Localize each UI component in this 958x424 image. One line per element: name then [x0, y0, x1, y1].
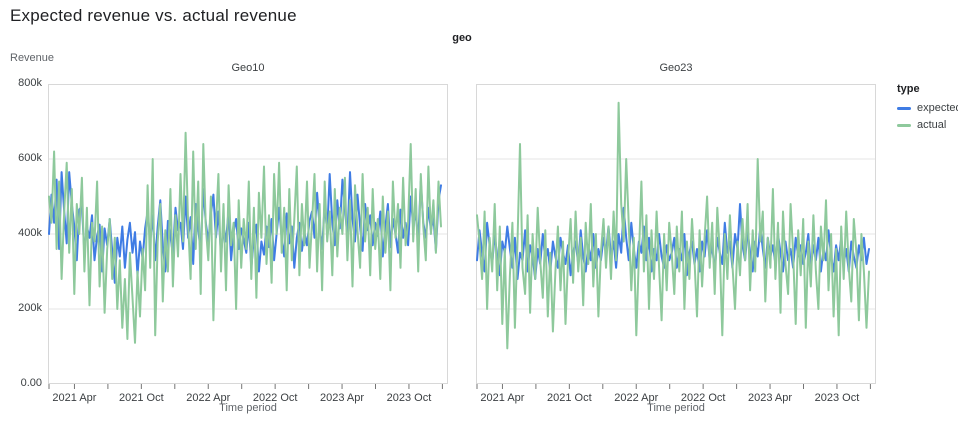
actual-line: [48, 131, 442, 344]
legend: type expected actual: [897, 83, 958, 136]
x-axis-title: Time period: [647, 402, 705, 414]
y-tick-label: 400k: [18, 227, 42, 239]
panel-title-geo10: Geo10: [231, 62, 265, 74]
actual-line-swatch: [897, 123, 911, 127]
line-chart-panel-geo10[interactable]: 2021 Apr 2021 Oct 2022 Apr 2022 Oct 2023 Apr…: [48, 84, 448, 406]
x-tick-label: 2022 Oct: [681, 392, 726, 404]
x-tick-label: 2023 Oct: [815, 392, 860, 404]
line-chart-panel-geo23[interactable]: 2021 Apr 2021 Oct 2022 Apr 2022 Oct 2023 Apr…: [476, 84, 876, 406]
x-tick-label: 2022 Apr: [186, 392, 230, 404]
x-tick-label: 2021 Apr: [52, 392, 96, 404]
y-axis-title: Revenue: [10, 52, 55, 64]
x-tick-label: 2023 Oct: [387, 392, 432, 404]
x-tick-label: 2022 Apr: [614, 392, 658, 404]
facet-header: geo: [452, 32, 472, 44]
x-axis-title: Time period: [219, 402, 277, 414]
actual-line: [476, 101, 870, 350]
legend-item-label: expected: [917, 102, 958, 114]
y-tick-label: 0.00: [20, 377, 42, 389]
page-title: Expected revenue vs. actual revenue: [10, 6, 297, 25]
y-tick-label: 800k: [18, 77, 42, 89]
expected-line-swatch: [897, 106, 911, 110]
x-tick-label: 2022 Oct: [253, 392, 298, 404]
expected-line: [48, 171, 442, 284]
panel-title-geo23: Geo23: [659, 62, 693, 74]
x-tick-label: 2021 Apr: [480, 392, 524, 404]
y-tick-label: 200k: [18, 302, 42, 314]
x-tick-label: 2023 Apr: [320, 392, 364, 404]
x-tick-label: 2021 Oct: [547, 392, 592, 404]
legend-title: type: [897, 83, 920, 95]
legend-item-label: actual: [917, 119, 947, 131]
x-tick-label: 2023 Apr: [748, 392, 792, 404]
legend-item-expected[interactable]: expected: [897, 102, 958, 114]
x-tick-label: 2021 Oct: [119, 392, 164, 404]
y-tick-label: 600k: [18, 152, 42, 164]
panel-border: [476, 84, 876, 384]
legend-item-actual[interactable]: actual: [897, 119, 958, 131]
